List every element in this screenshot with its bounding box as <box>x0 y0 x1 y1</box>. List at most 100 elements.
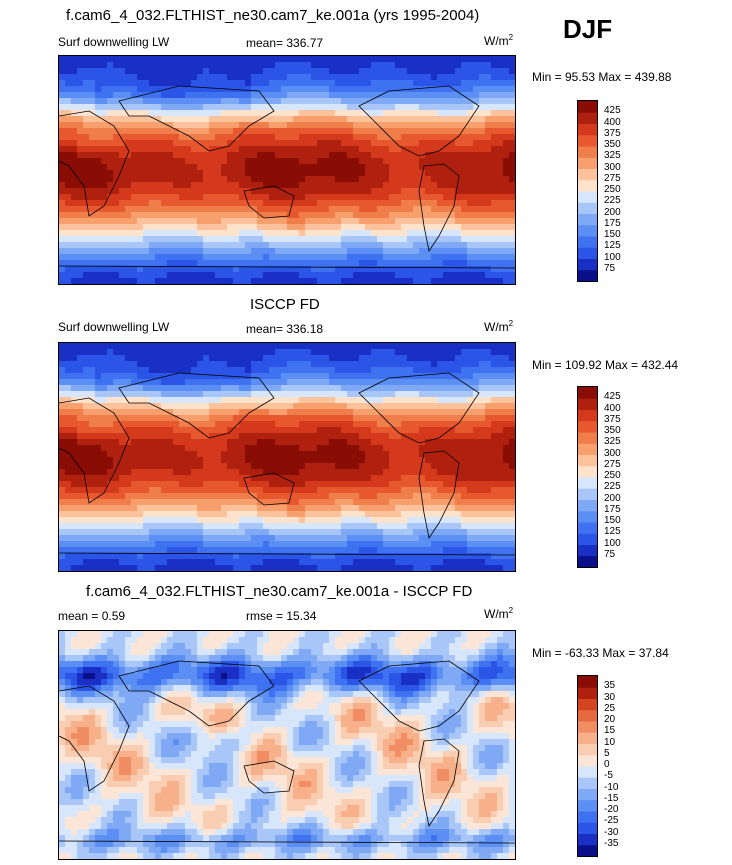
map-cell <box>497 343 504 350</box>
map-cell <box>359 248 366 255</box>
map-cell <box>467 469 474 476</box>
map-cell <box>443 469 450 476</box>
map-cell <box>245 134 252 141</box>
map-cell <box>317 74 324 81</box>
map-cell <box>149 92 156 99</box>
map-cell <box>461 182 468 189</box>
map-cell <box>509 104 515 111</box>
map-cell <box>485 475 492 482</box>
map-cell <box>407 451 414 458</box>
map-cell <box>479 182 486 189</box>
map-cell <box>371 349 378 356</box>
map-cell <box>281 182 288 189</box>
map-cell <box>107 230 114 237</box>
map-cell <box>155 463 162 470</box>
map-cell <box>353 104 360 111</box>
map-cell <box>419 409 426 416</box>
map-cell <box>89 158 96 165</box>
map-cell <box>281 349 288 356</box>
map-cell <box>137 272 144 279</box>
map-cell <box>347 146 354 153</box>
map-cell <box>311 224 318 231</box>
map-cell <box>101 355 108 362</box>
map-cell <box>443 110 450 117</box>
map-cell <box>395 254 402 261</box>
map-cell <box>137 260 144 267</box>
map-cell <box>197 481 204 488</box>
map-cell <box>455 230 462 237</box>
map-cell <box>239 433 246 440</box>
map-cell <box>383 74 390 81</box>
map-cell <box>449 355 456 362</box>
map-cell <box>101 409 108 416</box>
map-cell <box>179 457 186 464</box>
map-cell <box>347 481 354 488</box>
map-cell <box>407 218 414 225</box>
map-cell <box>191 122 198 129</box>
map-cell <box>155 487 162 494</box>
map-cell <box>179 421 186 428</box>
map-cell <box>257 146 264 153</box>
map-cell <box>137 140 144 147</box>
map-cell <box>311 68 318 75</box>
map-cell <box>65 278 72 284</box>
map-cell <box>383 236 390 243</box>
map-cell <box>449 110 456 117</box>
map-cell <box>407 128 414 135</box>
map-cell <box>491 427 498 434</box>
map-cell <box>347 475 354 482</box>
map-cell <box>509 92 515 99</box>
map-cell <box>191 104 198 111</box>
map-cell <box>251 62 258 69</box>
map-cell <box>449 176 456 183</box>
map-cell <box>311 212 318 219</box>
map-cell <box>209 493 216 500</box>
panel1-minmax-label: Min = 95.53 Max = 439.88 <box>532 70 672 84</box>
map-cell <box>239 361 246 368</box>
map-cell <box>401 140 408 147</box>
map-cell <box>65 427 72 434</box>
map-cell <box>437 248 444 255</box>
map-cell <box>101 260 108 267</box>
map-cell <box>335 499 342 506</box>
map-cell <box>239 403 246 410</box>
map-cell <box>65 128 72 135</box>
map-cell <box>113 415 120 422</box>
map-cell <box>161 98 168 105</box>
map-cell <box>101 176 108 183</box>
map-cell <box>281 481 288 488</box>
map-cell <box>215 481 222 488</box>
map-cell <box>77 128 84 135</box>
map-cell <box>263 499 270 506</box>
map-cell <box>413 236 420 243</box>
map-cell <box>407 349 414 356</box>
map-cell <box>383 200 390 207</box>
map-cell <box>59 200 66 207</box>
map-cell <box>287 236 294 243</box>
map-cell <box>227 409 234 416</box>
map-cell <box>341 152 348 159</box>
map-cell <box>317 68 324 75</box>
map-cell <box>299 188 306 195</box>
map-cell <box>287 379 294 386</box>
map-cell <box>419 433 426 440</box>
map-cell <box>491 499 498 506</box>
map-cell <box>455 421 462 428</box>
map-cell <box>293 92 300 99</box>
map-cell <box>239 104 246 111</box>
map-cell <box>323 248 330 255</box>
map-cell <box>365 152 372 159</box>
map-cell <box>263 379 270 386</box>
map-cell <box>371 260 378 267</box>
map-cell <box>323 355 330 362</box>
map-cell <box>275 487 282 494</box>
map-cell <box>197 385 204 392</box>
map-cell <box>203 56 210 63</box>
map-cell <box>125 80 132 87</box>
map-cell <box>431 272 438 279</box>
map-cell <box>335 439 342 446</box>
map-cell <box>359 164 366 171</box>
map-cell <box>503 170 510 177</box>
map-cell <box>167 122 174 129</box>
map-cell <box>347 457 354 464</box>
